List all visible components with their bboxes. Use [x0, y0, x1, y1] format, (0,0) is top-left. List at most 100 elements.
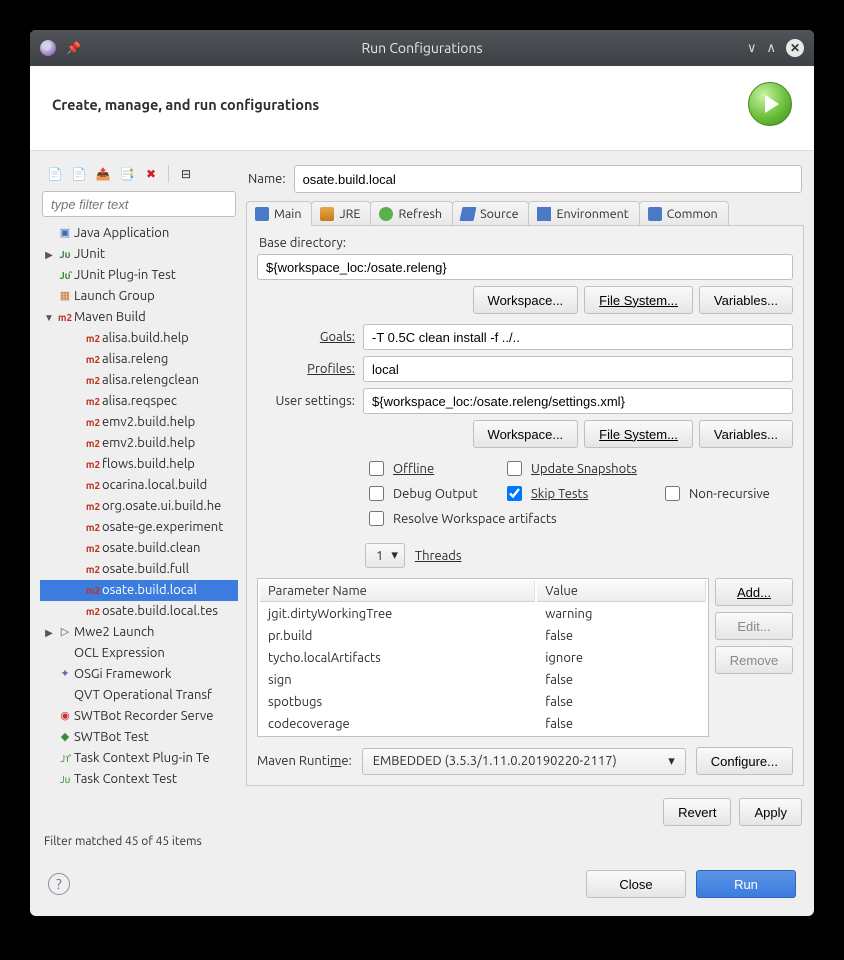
revert-button[interactable]: Revert [663, 798, 731, 826]
tree-child[interactable]: m2osate-ge.experiment [40, 517, 238, 538]
profiles-field[interactable] [363, 356, 793, 382]
delete-icon[interactable]: ✖ [142, 165, 160, 183]
tree-label: Task Context Plug-in Te [74, 748, 210, 769]
tab-jre[interactable]: JRE [311, 201, 371, 225]
new-proto-icon[interactable]: 📄 [70, 165, 88, 183]
usersettings-field[interactable] [363, 388, 793, 414]
tree-item[interactable]: Jᴛ̂Task Context Plug-in Te [40, 748, 238, 769]
tree-label: osate.build.local.tes [102, 601, 218, 622]
tree-type-icon: m2 [56, 307, 74, 328]
table-row[interactable]: tycho.localArtifactsignore [260, 648, 706, 668]
tab-main[interactable]: Main [246, 201, 312, 226]
tab-icon [648, 207, 662, 221]
collapse-icon[interactable]: ⊟ [177, 165, 195, 183]
basedir-label: Base directory: [259, 236, 793, 250]
settings-variables-button[interactable]: Variables... [699, 420, 793, 448]
tree-child[interactable]: m2emv2.build.help [40, 412, 238, 433]
tree-item[interactable]: ◆SWTBot Test [40, 727, 238, 748]
tab-source[interactable]: Source [452, 201, 529, 225]
basedir-variables-button[interactable]: Variables... [699, 286, 793, 314]
minimize-button[interactable]: ∨ [747, 41, 757, 56]
tab-icon [460, 207, 477, 221]
config-tree[interactable]: ▣Java Application▶JᴜJUnitJᴜ̂JUnit Plug-i… [40, 223, 238, 833]
runtime-configure-button[interactable]: Configure... [696, 747, 793, 775]
tree-child[interactable]: m2osate.build.full [40, 559, 238, 580]
chk-skip[interactable]: Skip Tests [503, 483, 653, 504]
close-window-button[interactable]: ✕ [786, 39, 804, 57]
dialog-footer: ? Close Run [30, 856, 814, 916]
chk-nonrec[interactable]: Non-recursive [661, 483, 801, 504]
tree-type-icon: ▣ [56, 223, 74, 244]
tab-icon [537, 207, 551, 221]
table-row[interactable]: pr.buildfalse [260, 626, 706, 646]
tree-label: org.osate.ui.build.he [102, 496, 221, 517]
tree-item[interactable]: QVT Operational Transf [40, 685, 238, 706]
new-config-icon[interactable]: 📄 [46, 165, 64, 183]
tree-child[interactable]: m2emv2.build.help [40, 433, 238, 454]
param-value: warning [537, 604, 706, 624]
tab-common[interactable]: Common [639, 201, 729, 225]
params-edit-button[interactable]: Edit... [715, 612, 793, 640]
export-icon[interactable]: 📤 [94, 165, 112, 183]
tree-child[interactable]: m2alisa.relengclean [40, 370, 238, 391]
tree-child[interactable]: m2org.osate.ui.build.he [40, 496, 238, 517]
run-button[interactable]: Run [696, 870, 796, 898]
help-button[interactable]: ? [48, 873, 70, 895]
filter-input[interactable] [42, 191, 236, 217]
tree-item[interactable]: ▶▷Mwe2 Launch [40, 622, 238, 643]
goals-field[interactable] [363, 324, 793, 350]
tree-label: ocarina.local.build [102, 475, 207, 496]
tree-item[interactable]: ◉SWTBot Recorder Serve [40, 706, 238, 727]
titlebar: 📌 Run Configurations ∨ ∧ ✕ [30, 30, 814, 66]
tree-item[interactable]: Jᴜ̂JUnit Plug-in Test [40, 265, 238, 286]
left-panel: 📄 📄 📤 📑 ✖ ⊟ ▣Java Application▶JᴜJUnitJᴜ̂… [40, 161, 238, 850]
tree-item[interactable]: OCL Expression [40, 643, 238, 664]
tree-child[interactable]: m2osate.build.local [40, 580, 238, 601]
tree-item[interactable]: ▦Launch Group [40, 286, 238, 307]
runtime-select[interactable]: EMBEDDED (3.5.3/1.11.0.20190220-2117) ▾ [362, 748, 686, 775]
table-row[interactable]: spotbugsfalse [260, 692, 706, 712]
tree-item[interactable]: ▣Java Application [40, 223, 238, 244]
tree-item[interactable]: ✦OSGi Framework [40, 664, 238, 685]
params-remove-button[interactable]: Remove [715, 646, 793, 674]
close-button[interactable]: Close [586, 870, 686, 898]
duplicate-icon[interactable]: 📑 [118, 165, 136, 183]
maximize-button[interactable]: ∧ [766, 41, 776, 56]
table-row[interactable]: signfalse [260, 670, 706, 690]
chk-debug[interactable]: Debug Output [365, 483, 495, 504]
apply-button[interactable]: Apply [739, 798, 802, 826]
tab-refresh[interactable]: Refresh [370, 201, 453, 225]
tree-child[interactable]: m2alisa.reqspec [40, 391, 238, 412]
chk-offline[interactable]: Offline [365, 458, 495, 479]
tree-child[interactable]: m2osate.build.local.tes [40, 601, 238, 622]
tree-label: Mwe2 Launch [74, 622, 154, 643]
tree-item[interactable]: JᴜTask Context Test [40, 769, 238, 790]
basedir-filesystem-button[interactable]: File System... [584, 286, 693, 314]
basedir-workspace-button[interactable]: Workspace... [473, 286, 579, 314]
threads-select[interactable]: 1 ▾ [365, 543, 405, 568]
tree-child[interactable]: m2flows.build.help [40, 454, 238, 475]
tree-child[interactable]: m2alisa.build.help [40, 328, 238, 349]
tree-item[interactable]: ▶JᴜJUnit [40, 244, 238, 265]
settings-workspace-button[interactable]: Workspace... [473, 420, 579, 448]
pin-icon[interactable]: 📌 [66, 41, 81, 55]
tree-child[interactable]: m2ocarina.local.build [40, 475, 238, 496]
params-table[interactable]: Parameter Name Value jgit.dirtyWorkingTr… [257, 578, 709, 737]
tree-item[interactable]: ▼m2Maven Build [40, 307, 238, 328]
window-title: Run Configurations [30, 40, 814, 56]
tree-child[interactable]: m2alisa.releng [40, 349, 238, 370]
name-field[interactable] [294, 165, 802, 193]
settings-filesystem-button[interactable]: File System... [584, 420, 693, 448]
chk-update[interactable]: Update Snapshots [503, 458, 653, 479]
tree-child[interactable]: m2osate.build.clean [40, 538, 238, 559]
basedir-field[interactable] [257, 254, 793, 280]
params-add-button[interactable]: Add... [715, 578, 793, 606]
runtime-row: Maven Runtime: EMBEDDED (3.5.3/1.11.0.20… [257, 747, 793, 775]
name-row: Name: [246, 161, 804, 201]
tab-environment[interactable]: Environment [528, 201, 639, 225]
dialog-header: Create, manage, and run configurations [30, 66, 814, 151]
param-value: false [537, 670, 706, 690]
table-row[interactable]: codecoveragefalse [260, 714, 706, 734]
chk-resolve[interactable]: Resolve Workspace artifacts [365, 508, 801, 529]
table-row[interactable]: jgit.dirtyWorkingTreewarning [260, 604, 706, 624]
